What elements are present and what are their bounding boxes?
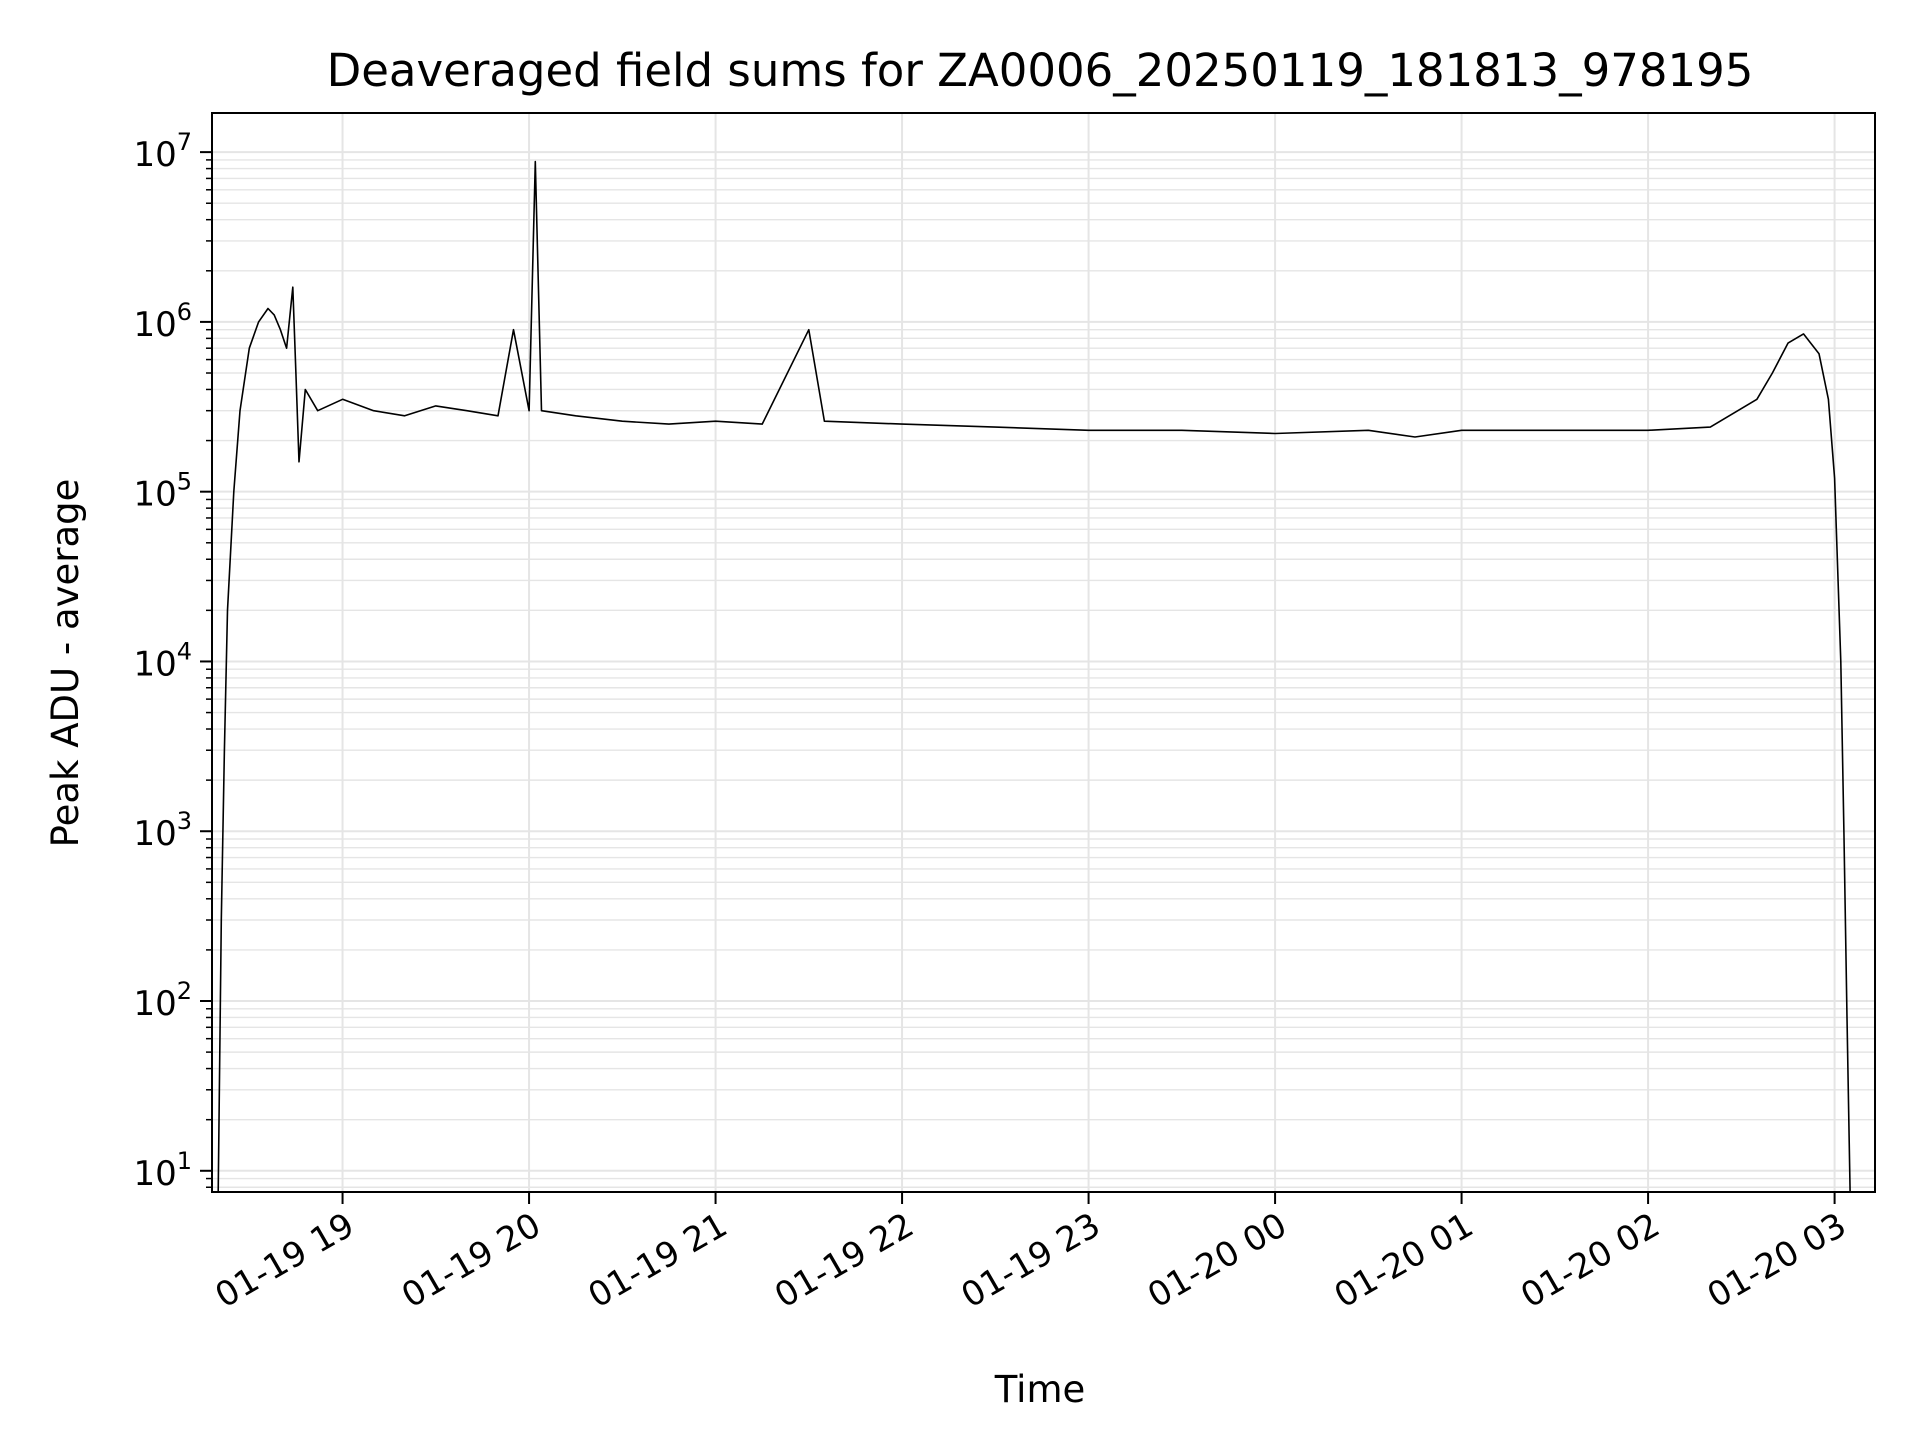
x-tick-label: 01-19 23	[955, 1205, 1107, 1316]
y-tick-label: 101	[133, 1147, 192, 1194]
x-tick-label: 01-20 02	[1514, 1205, 1666, 1316]
y-tick-label: 104	[133, 637, 192, 684]
x-tick-label: 01-19 20	[395, 1205, 547, 1316]
x-tick-label: 01-19 19	[209, 1205, 361, 1316]
x-axis-label: Time	[994, 1368, 1086, 1411]
y-axis-label: Peak ADU - average	[44, 479, 87, 848]
y-tick-label: 107	[133, 128, 192, 175]
x-tick-label: 01-20 00	[1141, 1205, 1293, 1316]
plot-frame	[211, 112, 1876, 1193]
grid-lines	[212, 113, 1875, 1192]
chart-title: Deaveraged field sums for ZA0006_2025011…	[327, 44, 1754, 97]
y-tick-label: 106	[133, 298, 192, 345]
x-tick-label: 01-19 22	[768, 1205, 920, 1316]
y-tick-label: 105	[133, 468, 192, 515]
x-tick-label: 01-20 01	[1328, 1205, 1480, 1316]
x-tick-label: 01-19 21	[582, 1205, 734, 1316]
x-axis: 01-19 19 01-19 20 01-19 21 01-19 22 01-19 23…	[209, 1192, 1853, 1316]
x-tick-label: 01-20 03	[1701, 1205, 1853, 1316]
series-line	[217, 160, 1851, 1193]
y-tick-label: 103	[133, 807, 192, 854]
y-axis: 101 102 103 104 105 106 107	[133, 128, 212, 1194]
series-group	[217, 160, 1851, 1193]
y-tick-label: 102	[133, 977, 192, 1024]
